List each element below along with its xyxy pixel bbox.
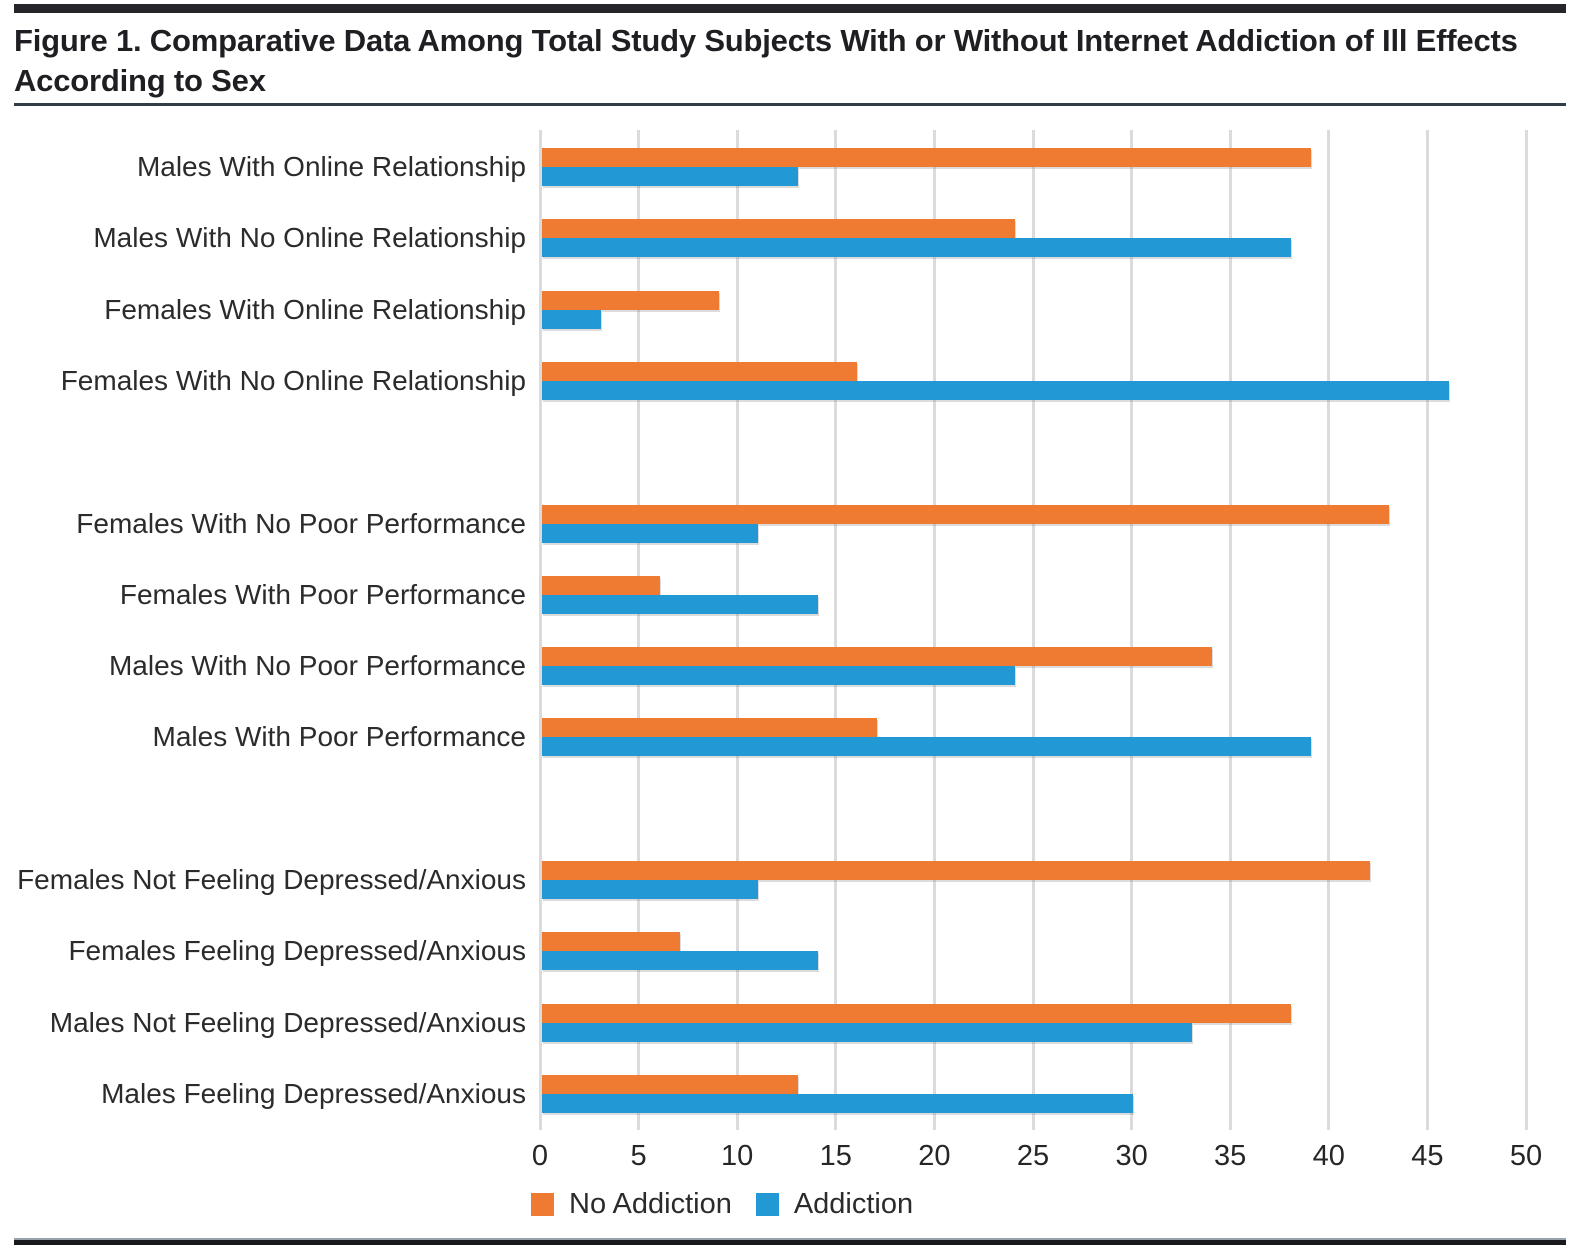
x-tick-label: 10 bbox=[721, 1140, 754, 1172]
bar-addiction bbox=[541, 666, 1015, 686]
legend: No Addiction Addiction bbox=[531, 1188, 937, 1221]
category-label: Females With No Poor Performance bbox=[76, 507, 526, 539]
legend-swatch-addiction-icon bbox=[755, 1193, 779, 1216]
bar-addiction bbox=[541, 380, 1449, 400]
gridline bbox=[834, 130, 838, 1130]
bottom-rule bbox=[14, 1238, 1566, 1245]
legend-item-addiction: Addiction bbox=[755, 1188, 914, 1221]
x-tick-label: 50 bbox=[1509, 1140, 1543, 1172]
category-label: Males Feeling Depressed/Anxious bbox=[101, 1077, 526, 1109]
x-tick-label: 0 bbox=[531, 1140, 549, 1172]
bar-no-addiction bbox=[541, 219, 1015, 239]
category-label: Males Not Feeling Depressed/Anxious bbox=[49, 1006, 526, 1038]
category-label: Males With Online Relationship bbox=[136, 151, 526, 182]
legend-label-addiction: Addiction bbox=[793, 1188, 914, 1220]
gridline bbox=[1031, 130, 1035, 1130]
title-rule bbox=[14, 103, 1566, 106]
bar-no-addiction bbox=[541, 861, 1370, 880]
legend-label-no-addiction: No Addiction bbox=[569, 1188, 732, 1220]
bar-addiction bbox=[541, 167, 798, 186]
gridline bbox=[538, 130, 542, 1130]
x-tick-label: 40 bbox=[1312, 1140, 1345, 1172]
category-label: Males With No Online Relationship bbox=[93, 222, 526, 254]
bar-no-addiction bbox=[541, 647, 1212, 667]
bar-addiction bbox=[541, 1022, 1193, 1042]
gridline bbox=[1130, 130, 1134, 1130]
x-tick-label: 5 bbox=[630, 1140, 647, 1172]
bar-no-addiction bbox=[541, 718, 877, 738]
bar-addiction bbox=[541, 737, 1311, 757]
x-tick-label: 20 bbox=[918, 1140, 951, 1172]
figure-title: Figure 1. Comparative Data Among Total S… bbox=[14, 23, 1518, 98]
bar-addiction bbox=[541, 880, 759, 899]
x-tick-label: 35 bbox=[1214, 1140, 1247, 1172]
bar-addiction bbox=[541, 951, 818, 971]
category-label: Females Feeling Depressed/Anxious bbox=[68, 935, 526, 967]
gridline bbox=[735, 130, 739, 1130]
bar-no-addiction bbox=[541, 575, 660, 595]
bar-no-addiction bbox=[541, 504, 1390, 524]
category-label: Females With Poor Performance bbox=[119, 578, 526, 610]
top-rule bbox=[14, 4, 1566, 13]
legend-item-no-addiction: No Addiction bbox=[531, 1188, 732, 1221]
legend-swatch-no-addiction-icon bbox=[531, 1193, 554, 1216]
category-label: Females With Online Relationship bbox=[104, 293, 526, 325]
gridline bbox=[1425, 130, 1429, 1130]
bar-no-addiction bbox=[541, 1074, 798, 1094]
bar-no-addiction bbox=[541, 361, 858, 381]
bar-addiction bbox=[541, 523, 759, 543]
bar-addiction bbox=[541, 309, 601, 329]
category-label: Males With No Poor Performance bbox=[108, 650, 526, 682]
plot-area bbox=[538, 130, 1528, 1130]
category-label: Females Not Feeling Depressed/Anxious bbox=[17, 864, 526, 895]
bar-addiction bbox=[541, 238, 1291, 258]
gridline bbox=[1524, 130, 1528, 1130]
bar-no-addiction bbox=[541, 1003, 1291, 1023]
bar-addiction bbox=[541, 1093, 1134, 1113]
category-label: Females With No Online Relationship bbox=[60, 364, 526, 396]
x-tick-label: 15 bbox=[819, 1140, 852, 1172]
x-tick-label: 45 bbox=[1411, 1140, 1444, 1172]
bar-no-addiction bbox=[541, 932, 680, 952]
bar-no-addiction bbox=[541, 148, 1311, 167]
bar-no-addiction bbox=[541, 290, 719, 310]
gridline bbox=[637, 130, 641, 1130]
x-tick-label: 25 bbox=[1016, 1140, 1050, 1172]
gridline bbox=[1228, 130, 1232, 1130]
gridline bbox=[1327, 130, 1331, 1130]
bar-addiction bbox=[541, 594, 818, 614]
x-tick-label: 30 bbox=[1115, 1140, 1148, 1172]
gridline bbox=[932, 130, 936, 1130]
category-label: Males With Poor Performance bbox=[152, 721, 526, 753]
